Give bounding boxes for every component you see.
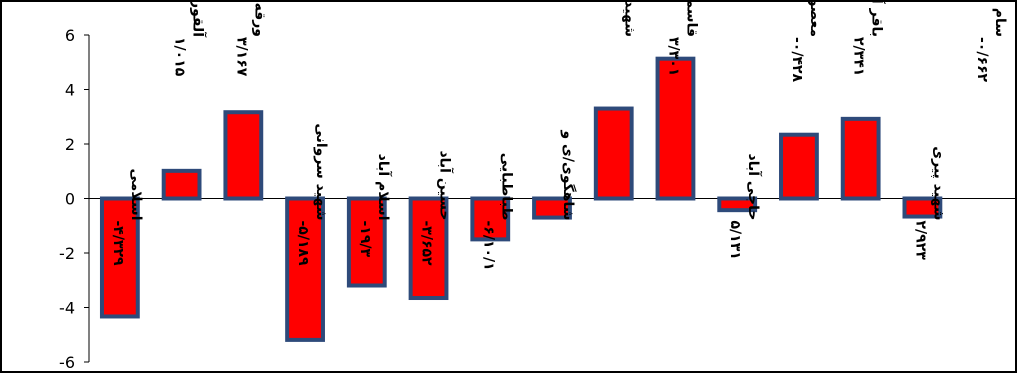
data-label: ۳/۳۰۱ <box>665 37 681 76</box>
data-label-group: ۵/۱۳۱ <box>727 221 743 260</box>
category-label-group: معصوم آباد <box>807 0 825 37</box>
data-label: ۳/۱۶۷ <box>233 37 249 77</box>
bar <box>593 106 634 201</box>
data-label-group: ۲/۹۲۳ <box>912 221 928 261</box>
category-label: معصوم آباد <box>807 0 825 37</box>
category-label-group: آلقور آباد و افشار <box>190 0 208 38</box>
bar <box>470 196 511 242</box>
bar <box>408 196 449 301</box>
category-label-group: شهید حسینی <box>622 0 638 37</box>
bar <box>285 196 325 342</box>
category-label: آلقور آباد و افشار <box>190 0 208 38</box>
category-label: ورقه <box>251 3 267 37</box>
data-label: -۰/۶۶۲ <box>974 37 990 83</box>
data-label-group: -۵/۱۸۹ <box>295 221 311 267</box>
bar <box>161 168 202 201</box>
y-tick-label: 4 <box>65 81 75 100</box>
category-label-group: حاجی آباد <box>745 154 763 221</box>
data-label-group: -۱۹/۳ <box>357 221 373 258</box>
category-label: شاهگوی/ی و <box>560 129 577 220</box>
bar <box>779 132 819 201</box>
y-tick-label: 6 <box>65 26 75 45</box>
data-label: ۲/۹۲۳ <box>912 221 928 261</box>
y-tick-label: 2 <box>65 135 75 154</box>
data-label-group: -۰/۴۲۸ <box>789 37 805 83</box>
data-label: -۰/۴۲۸ <box>789 37 805 83</box>
y-tick-label: 0 <box>65 190 75 209</box>
data-label-group: ۳/۱۶۷ <box>233 37 249 77</box>
data-label-group: -۳/۶۵۲ <box>419 221 435 267</box>
category-label: حاجی آباد <box>745 154 763 221</box>
data-label: -۴/۳۲۹ <box>110 221 126 267</box>
category-label: شهید حسینی <box>622 0 638 37</box>
data-label-group: -۴/۳۲۹ <box>110 221 126 267</box>
category-label: شهید پیری <box>930 146 946 220</box>
data-label: -۱۹/۳ <box>357 221 373 258</box>
data-label: ۱/۰۱۵ <box>172 37 188 77</box>
category-label-group: ورقه <box>251 3 267 37</box>
category-label: شهید سروانی <box>313 123 329 220</box>
category-label: طباطبایی <box>498 153 514 221</box>
data-label-group: -۶/۱۰/۱ <box>480 221 496 271</box>
data-label: ۵/۱۳۱ <box>727 221 743 260</box>
category-label: سام شرقی <box>992 0 1008 37</box>
category-label-group: اسلام آباد <box>375 154 393 221</box>
category-label-group: سام شرقی <box>992 0 1008 37</box>
category-label-group: شهید سروانی <box>313 123 329 220</box>
category-label: قاسم آباد <box>683 0 701 37</box>
category-label-group: باقر آباد <box>869 0 887 37</box>
category-label-group: شاهگوی/ی و <box>560 129 577 220</box>
data-label-group: ۱/۰۱۵ <box>172 37 188 77</box>
labels-layer: اسلامی-۴/۳۲۹آلقور آباد و افشار۱/۰۱۵ورقه۳… <box>110 0 1008 271</box>
category-label-group: طباطبایی <box>498 153 514 221</box>
bar <box>346 196 387 288</box>
data-label: -۵/۱۸۹ <box>295 221 311 267</box>
category-label: باقر آباد <box>869 0 887 37</box>
bar <box>655 56 696 201</box>
bar <box>902 196 943 219</box>
y-tick-label: -4 <box>59 299 75 318</box>
bar <box>717 196 758 213</box>
y-tick-label: -6 <box>59 353 75 372</box>
bar <box>840 116 881 201</box>
category-label: حسین آباد <box>437 150 455 220</box>
data-label: -۶/۱۰/۱ <box>480 221 496 271</box>
category-label-group: اسلامی <box>128 168 144 220</box>
data-label-group: ۳/۳۰۱ <box>665 37 681 76</box>
bar <box>223 110 264 201</box>
bar <box>532 196 572 220</box>
bar <box>99 196 140 319</box>
y-tick-label: -2 <box>59 244 75 263</box>
data-label-group: -۰/۶۶۲ <box>974 37 990 83</box>
category-label: اسلامی <box>128 168 144 220</box>
data-label-group: ۲/۳۴۱ <box>851 37 867 76</box>
category-label-group: شهید پیری <box>930 146 946 220</box>
bars-layer <box>99 56 943 342</box>
category-label-group: قاسم آباد <box>683 0 701 37</box>
category-label-group: حسین آباد <box>437 150 455 220</box>
data-label: -۳/۶۵۲ <box>419 221 435 267</box>
data-label: ۲/۳۴۱ <box>851 37 867 76</box>
category-label: اسلام آباد <box>375 154 393 221</box>
